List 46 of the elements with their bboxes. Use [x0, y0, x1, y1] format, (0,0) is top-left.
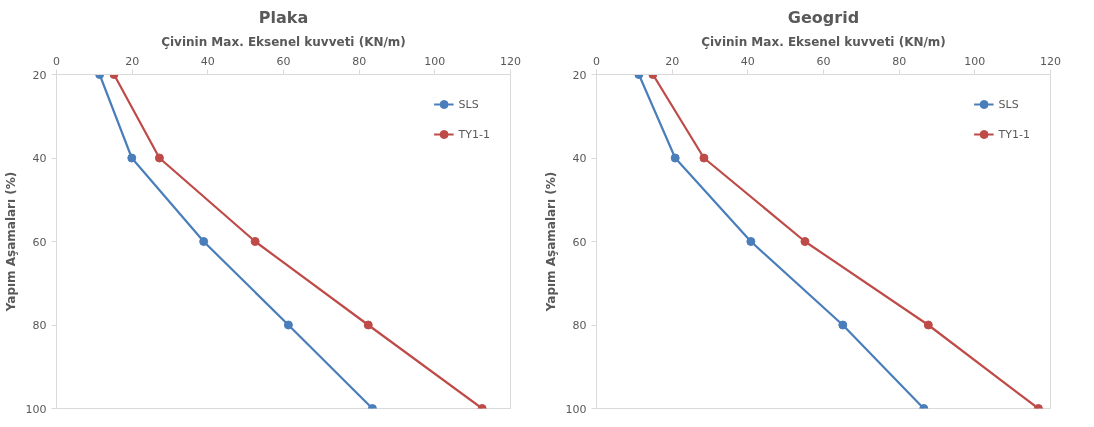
y-tick-label: 60 — [572, 235, 587, 249]
x-tick-label: 80 — [352, 54, 367, 68]
legend-label: SLS — [998, 97, 1019, 111]
x-axis-title: Çivinin Max. Eksenel kuvveti (KN/m) — [161, 34, 406, 49]
y-tick-label: 20 — [32, 68, 47, 82]
y-tick-label: 60 — [32, 235, 47, 249]
x-tick-label: 60 — [276, 54, 291, 68]
legend-label: TY1-1 — [458, 127, 490, 141]
legend-label: TY1-1 — [998, 127, 1030, 141]
point — [838, 320, 848, 330]
x-tick-label: 100 — [424, 54, 446, 68]
point — [250, 237, 260, 246]
point — [923, 320, 933, 330]
point — [127, 153, 137, 163]
y-tick-label: 40 — [32, 152, 47, 165]
point — [283, 320, 293, 330]
chart-title: Plaka — [258, 7, 309, 27]
legend-label: SLS — [458, 97, 479, 111]
x-tick-label: 0 — [593, 54, 600, 68]
x-tick-label: 80 — [892, 54, 907, 68]
y-axis-title: Yapım Aşamaları (%) — [543, 171, 558, 313]
x-tick-label: 20 — [665, 54, 680, 68]
point — [363, 320, 373, 330]
point — [154, 153, 164, 163]
point — [800, 237, 810, 246]
point — [746, 237, 756, 246]
x-tick-label: 20 — [125, 54, 140, 68]
point — [699, 153, 709, 163]
y-tick-label: 80 — [32, 319, 47, 332]
x-tick-label: 120 — [500, 54, 521, 68]
x-tick-label: 60 — [816, 54, 831, 68]
x-tick-label: 0 — [53, 54, 60, 68]
x-tick-label: 120 — [1040, 54, 1061, 68]
y-tick-label: 40 — [572, 152, 587, 165]
y-tick-label: 80 — [572, 319, 587, 332]
chart-title: Geogrid — [787, 7, 860, 27]
x-tick-label: 100 — [964, 54, 986, 68]
x-tick-label: 40 — [740, 54, 755, 68]
x-axis-title: Çivinin Max. Eksenel kuvveti (KN/m) — [701, 34, 946, 49]
y-tick-label: 100 — [565, 402, 587, 416]
y-tick-label: 20 — [572, 68, 587, 82]
y-axis-title: Yapım Aşamaları (%) — [3, 171, 18, 313]
point — [199, 237, 209, 246]
x-tick-label: 40 — [200, 54, 215, 68]
point — [670, 153, 680, 163]
y-tick-label: 100 — [25, 402, 47, 416]
